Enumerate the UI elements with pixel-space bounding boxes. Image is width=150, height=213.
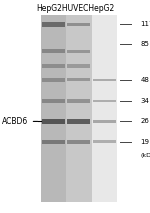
Bar	[66, 15, 92, 202]
Bar	[67, 23, 90, 26]
Text: (kD): (kD)	[140, 153, 150, 158]
Bar	[67, 99, 90, 103]
Bar	[42, 119, 65, 124]
Bar	[93, 140, 116, 143]
Text: 26: 26	[140, 118, 149, 124]
Bar	[67, 78, 90, 81]
Bar	[93, 100, 116, 102]
Bar	[67, 140, 90, 144]
Bar	[40, 15, 66, 202]
Bar	[42, 64, 65, 68]
Bar	[42, 22, 65, 27]
Text: 19: 19	[140, 139, 149, 145]
Bar	[42, 140, 65, 144]
Bar	[42, 49, 65, 53]
Text: 117: 117	[140, 22, 150, 27]
Bar	[67, 119, 90, 124]
Text: 48: 48	[140, 77, 149, 83]
Text: 85: 85	[140, 41, 149, 47]
Bar	[93, 120, 116, 123]
Bar	[67, 64, 90, 68]
Bar	[42, 78, 65, 82]
Bar	[67, 49, 90, 53]
Bar	[40, 15, 117, 202]
Bar	[42, 99, 65, 103]
Bar	[93, 79, 116, 81]
Text: ACBD6: ACBD6	[2, 117, 38, 126]
Text: HepG2HUVECHepG2: HepG2HUVECHepG2	[36, 4, 114, 13]
Bar	[92, 15, 117, 202]
Text: 34: 34	[140, 98, 149, 104]
